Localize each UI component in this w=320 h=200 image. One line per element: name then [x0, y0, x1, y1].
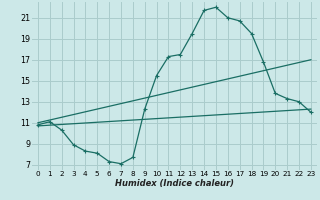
X-axis label: Humidex (Indice chaleur): Humidex (Indice chaleur)	[115, 179, 234, 188]
